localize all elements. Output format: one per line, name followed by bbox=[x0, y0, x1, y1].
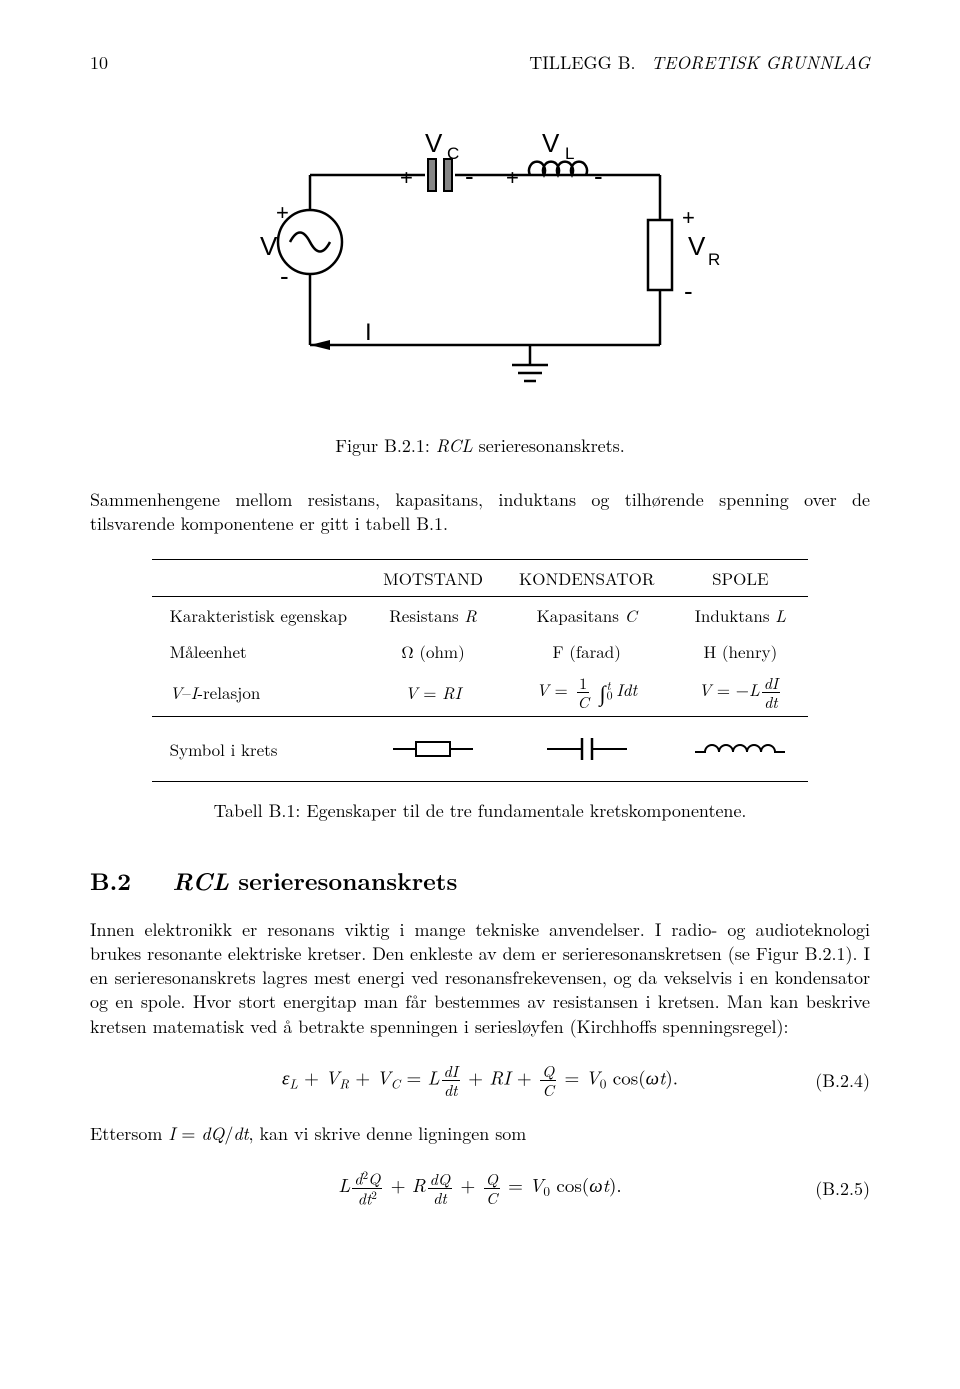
capacitor-symbol bbox=[428, 159, 452, 191]
vc-minus: - bbox=[465, 161, 474, 191]
vl-v: V bbox=[542, 128, 560, 158]
current-arrow-icon bbox=[310, 340, 330, 350]
circuit-figure: + - V I + - V C + - V L + bbox=[90, 115, 870, 415]
cell-resistance: Resistans R bbox=[389, 603, 477, 627]
vl-plus: + bbox=[506, 165, 519, 190]
body-paragraph: Innen elektronikk er resonans viktig i m… bbox=[90, 918, 870, 1039]
between-paragraph: Ettersom I = dQ/dt, kan vi skrive denne … bbox=[90, 1122, 870, 1146]
resistor-symbol bbox=[648, 220, 672, 290]
vi-capacitor: V = 1C ∫0t Idt bbox=[501, 669, 672, 717]
current-label: I bbox=[365, 319, 372, 346]
equation-b24: εL + VR + VC = LdIdt + RI + QC = V0 cos(… bbox=[90, 1063, 870, 1098]
capacitor-icon bbox=[542, 734, 632, 764]
vr-v: V bbox=[688, 231, 706, 261]
inductor-symbol bbox=[529, 162, 588, 175]
vi-inductor: V = −LdIdt bbox=[672, 669, 808, 717]
inductor-icon bbox=[690, 734, 790, 764]
table-caption: Tabell B.1: Egenskaper til de tre fundam… bbox=[90, 798, 870, 823]
source-plus: + bbox=[276, 200, 289, 225]
vr-r: R bbox=[708, 250, 720, 269]
component-table: MOTSTAND KONDENSATOR SPOLE Karakteristis… bbox=[152, 559, 809, 782]
vr-minus: - bbox=[684, 276, 693, 306]
vc-c: C bbox=[447, 144, 459, 163]
intro-paragraph: Sammenhengene mellom resistans, kapasita… bbox=[90, 488, 870, 537]
vc-v: V bbox=[425, 128, 443, 158]
vi-relation-label: V–I-relasjon bbox=[152, 669, 365, 717]
vl-l: L bbox=[565, 144, 574, 163]
vl-minus: - bbox=[594, 161, 603, 191]
vr-plus: + bbox=[682, 205, 695, 230]
figure-caption: Figur B.2.1: RCL serieresonanskrets. bbox=[90, 433, 870, 458]
source-label: V bbox=[260, 231, 278, 261]
vc-plus: + bbox=[400, 165, 413, 190]
page-number: 10 bbox=[90, 50, 108, 75]
vi-resistor: V = RI bbox=[365, 669, 501, 717]
equation-b25: Ld2Qdt2 + RdQdt + QC = V0 cos(ωt). (B.2.… bbox=[90, 1170, 870, 1206]
rcl-circuit-svg: + - V I + - V C + - V L + bbox=[230, 115, 730, 415]
resistor-icon bbox=[388, 734, 478, 764]
ground-icon bbox=[512, 345, 548, 381]
source-minus: - bbox=[280, 261, 289, 291]
section-heading: B.2 RCL serieresonanskrets bbox=[90, 863, 870, 898]
cell-inductance: Induktans L bbox=[695, 603, 786, 627]
cell-capacitance: Kapasitans C bbox=[537, 603, 637, 627]
running-head: TILLEGG B. TEORETISK GRUNNLAG bbox=[529, 50, 870, 75]
